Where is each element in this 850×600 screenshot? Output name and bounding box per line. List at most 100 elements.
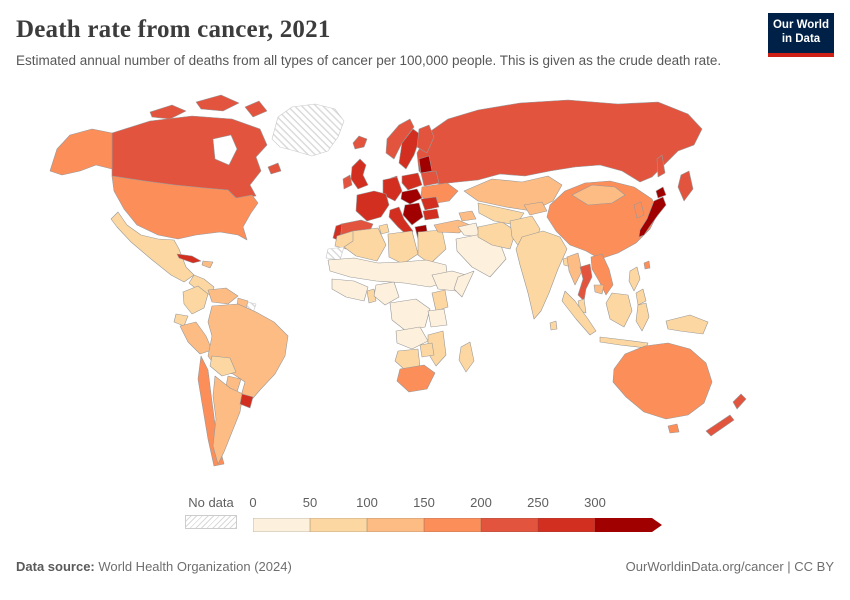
country-newfoundland[interactable]: [267, 162, 282, 175]
country-laos-vietnam[interactable]: [590, 253, 614, 296]
data-source: Data source: World Health Organization (…: [16, 559, 292, 574]
legend-no-data-swatch[interactable]: [185, 515, 237, 529]
legend-bin-swatch[interactable]: [367, 518, 424, 532]
country-caucasus[interactable]: [458, 210, 477, 222]
country-ireland[interactable]: [342, 174, 353, 190]
country-cuba[interactable]: [176, 253, 202, 264]
country-ecuador[interactable]: [173, 313, 189, 327]
country-egypt[interactable]: [417, 229, 447, 265]
header: Death rate from cancer, 2021 Estimated a…: [0, 0, 850, 79]
country-tasmania[interactable]: [667, 423, 680, 434]
country-peru[interactable]: [179, 321, 213, 355]
data-source-text: World Health Organization (2024): [94, 559, 292, 574]
country-nz-north[interactable]: [732, 393, 747, 410]
country-philippines-south[interactable]: [635, 288, 647, 306]
country-sweden[interactable]: [398, 128, 422, 170]
country-argentina[interactable]: [212, 375, 244, 465]
country-france[interactable]: [355, 190, 390, 222]
legend-tick-label: 200: [470, 495, 492, 510]
country-uruguay[interactable]: [239, 393, 254, 409]
country-borneo[interactable]: [605, 292, 633, 328]
country-japan-hokkaido[interactable]: [655, 186, 667, 199]
country-russia-sakhalin[interactable]: [656, 154, 666, 178]
country-colombia[interactable]: [182, 285, 209, 315]
owid-logo[interactable]: Our World in Data: [768, 13, 834, 57]
country-somalia[interactable]: [453, 270, 475, 298]
country-west-africa[interactable]: [331, 278, 369, 302]
country-finland[interactable]: [416, 124, 435, 154]
country-korea[interactable]: [633, 201, 645, 219]
country-taiwan[interactable]: [643, 260, 651, 270]
country-balkans[interactable]: [402, 202, 424, 226]
country-sulawesi[interactable]: [635, 302, 650, 332]
country-canada-arctic-a[interactable]: [149, 104, 187, 120]
country-china[interactable]: [546, 180, 659, 260]
country-australia[interactable]: [612, 342, 713, 420]
country-sri-lanka[interactable]: [549, 320, 558, 331]
country-tanzania[interactable]: [427, 308, 448, 328]
country-kyrgyz-tajik[interactable]: [523, 201, 548, 216]
country-venezuela[interactable]: [207, 287, 239, 305]
country-canada-arctic-c[interactable]: [244, 100, 268, 118]
legend-bin-swatch[interactable]: [595, 518, 662, 532]
country-russia[interactable]: [416, 99, 703, 185]
country-iceland[interactable]: [352, 135, 368, 150]
country-hispaniola[interactable]: [201, 260, 214, 269]
country-alaska[interactable]: [49, 128, 113, 176]
country-madagascar[interactable]: [458, 341, 475, 373]
country-kenya[interactable]: [431, 289, 449, 312]
country-india[interactable]: [515, 230, 568, 320]
country-south-africa[interactable]: [396, 364, 436, 393]
country-russia-kamchatka[interactable]: [677, 170, 694, 202]
legend-bin-swatch[interactable]: [424, 518, 481, 532]
country-belarus[interactable]: [420, 170, 440, 187]
legend-bin-swatch[interactable]: [538, 518, 595, 532]
country-new-guinea[interactable]: [665, 314, 709, 335]
country-czech-hungary[interactable]: [400, 188, 423, 205]
legend-bin-swatch[interactable]: [253, 518, 310, 532]
legend-tick-label: 150: [413, 495, 435, 510]
country-libya[interactable]: [387, 230, 419, 265]
country-western-sahara[interactable]: [325, 246, 345, 261]
country-bulgaria[interactable]: [422, 208, 440, 221]
legend-tick-label: 50: [302, 495, 318, 510]
legend-tick-label: 300: [584, 495, 606, 510]
country-japan[interactable]: [638, 196, 667, 238]
legend-bin-swatch[interactable]: [310, 518, 367, 532]
country-cambodia[interactable]: [593, 284, 605, 295]
legend-bin-swatch[interactable]: [481, 518, 538, 532]
country-romania[interactable]: [420, 196, 440, 211]
country-kazakhstan[interactable]: [463, 175, 563, 212]
country-myanmar[interactable]: [566, 252, 583, 286]
country-ghana[interactable]: [366, 288, 377, 304]
data-source-label: Data source:: [16, 559, 95, 574]
country-greenland[interactable]: [271, 103, 345, 157]
country-canada-arctic-b[interactable]: [195, 94, 240, 112]
country-algeria[interactable]: [343, 227, 387, 262]
legend-tick-label: 250: [527, 495, 549, 510]
country-philippines[interactable]: [628, 266, 641, 292]
country-thailand[interactable]: [577, 263, 593, 302]
country-drc[interactable]: [389, 298, 431, 332]
country-germany[interactable]: [382, 176, 403, 202]
country-java[interactable]: [599, 336, 649, 349]
country-uk[interactable]: [350, 158, 369, 190]
country-bolivia[interactable]: [209, 355, 237, 377]
legend-scale: 0 50 100 150 200 250 300: [249, 495, 673, 543]
country-mongolia[interactable]: [571, 184, 626, 206]
country-tunisia[interactable]: [378, 223, 390, 235]
owid-logo-line2: in Data: [781, 33, 821, 46]
footer: Data source: World Health Organization (…: [0, 543, 850, 574]
country-zimbabwe[interactable]: [419, 342, 435, 358]
country-usa[interactable]: [111, 175, 259, 241]
country-poland[interactable]: [401, 172, 423, 191]
legend-tick-label: 0: [249, 495, 257, 510]
legend-color-bar: [253, 518, 662, 532]
country-sumatra[interactable]: [561, 290, 597, 336]
country-nigeria[interactable]: [373, 281, 400, 306]
country-baltics[interactable]: [418, 155, 433, 174]
country-nz-south[interactable]: [705, 414, 735, 437]
owid-logo-line1: Our World: [772, 19, 829, 31]
credit-link[interactable]: OurWorldinData.org/cancer | CC BY: [625, 559, 834, 574]
